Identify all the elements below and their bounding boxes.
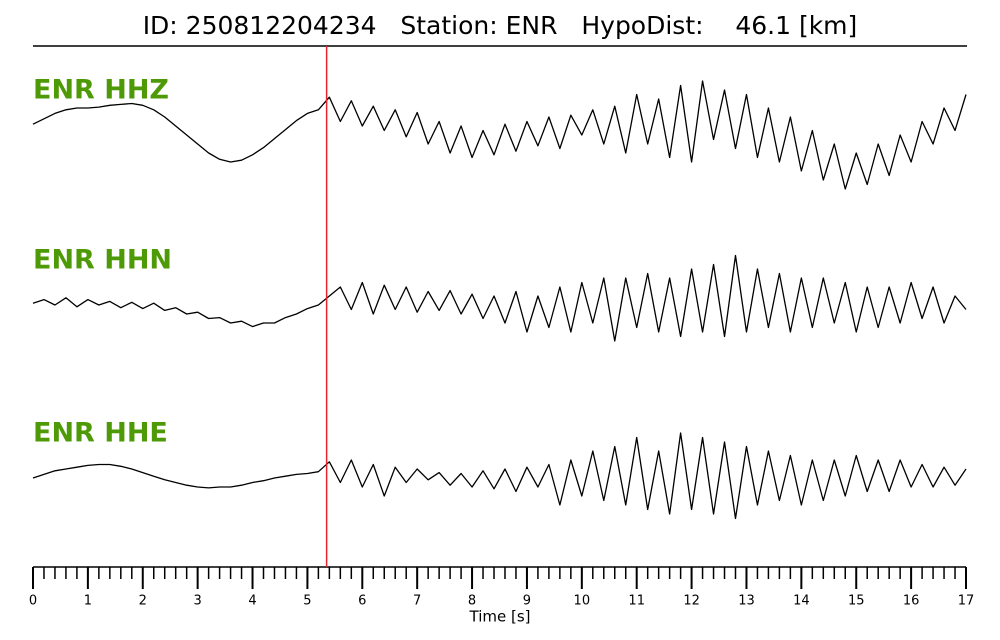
x-tick-label: 12 <box>683 594 700 609</box>
trace <box>32 432 967 520</box>
x-tick-label: 16 <box>903 594 920 609</box>
x-tick-label: 3 <box>194 594 202 609</box>
trace-label: ENR HHZ <box>33 75 169 106</box>
x-axis-label: Time [s] <box>469 608 531 626</box>
x-tick-label: 0 <box>29 594 37 609</box>
x-tick-label: 17 <box>958 594 975 609</box>
x-tick-label: 14 <box>793 594 810 609</box>
trace <box>32 80 967 190</box>
x-tick-label: 6 <box>358 594 366 609</box>
x-tick-label: 7 <box>413 594 421 609</box>
x-tick-label: 10 <box>574 594 591 609</box>
x-tick-label: 15 <box>848 594 865 609</box>
x-tick-label: 13 <box>738 594 755 609</box>
x-tick-label: 2 <box>139 594 147 609</box>
x-tick-label: 1 <box>84 594 92 609</box>
trace-label: ENR HHN <box>33 245 172 276</box>
x-tick-label: 11 <box>628 594 645 609</box>
x-tick-label: 4 <box>248 594 256 609</box>
trace <box>32 254 967 342</box>
trace-label: ENR HHE <box>33 418 168 449</box>
x-tick-label: 8 <box>468 594 476 609</box>
x-tick-label: 5 <box>303 594 311 609</box>
chart-title: ID: 250812204234 Station: ENR HypoDist: … <box>143 11 858 40</box>
x-tick-label: 9 <box>523 594 531 609</box>
